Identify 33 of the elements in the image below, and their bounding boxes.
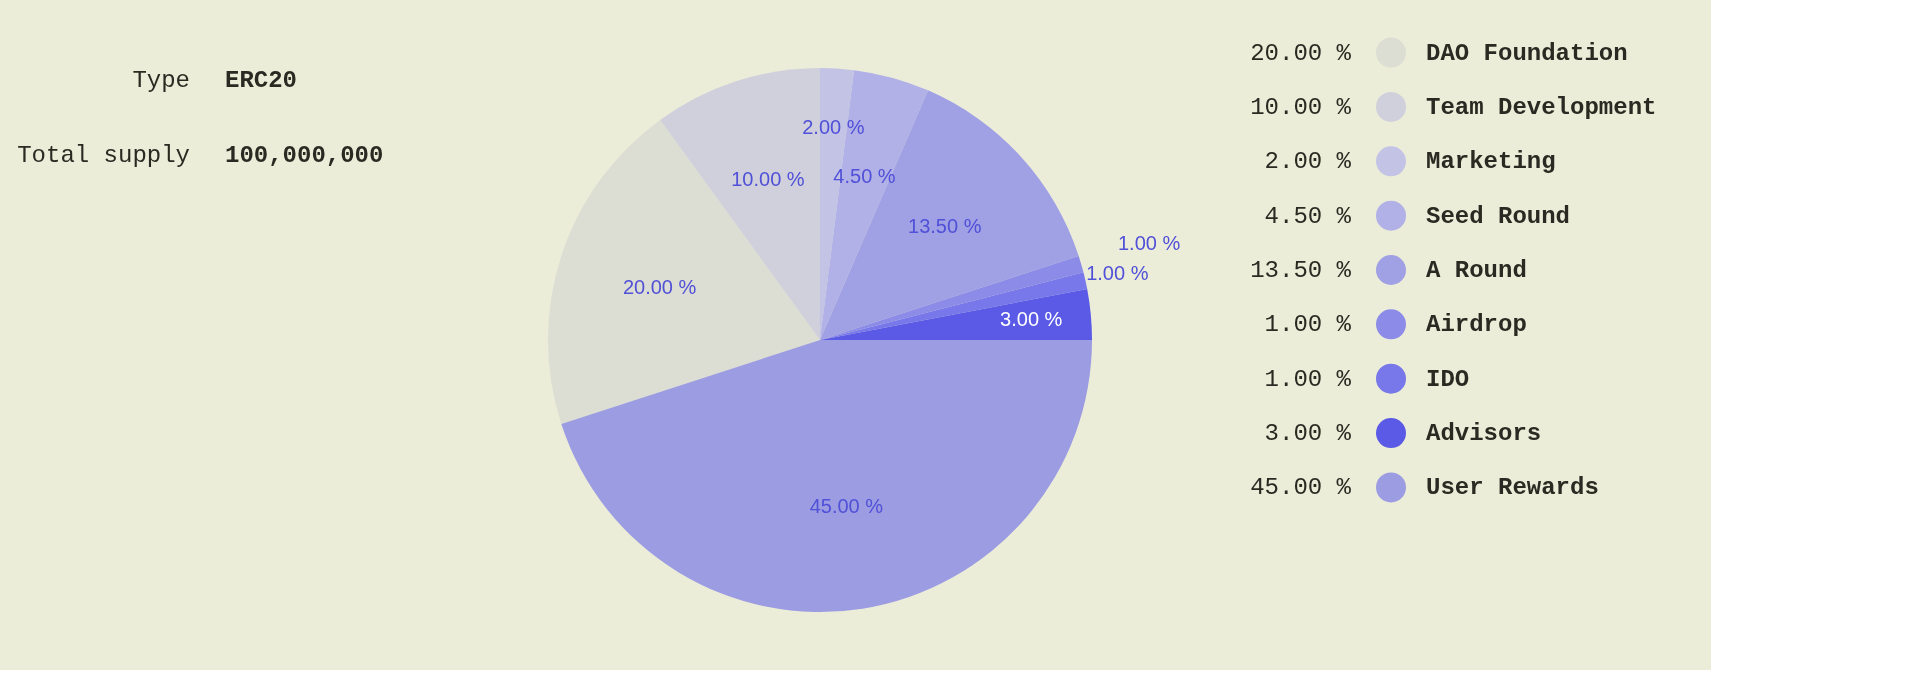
data-label: 1.00 % bbox=[1117, 232, 1181, 255]
text: ERC20 bbox=[225, 67, 298, 94]
data-label: 4.50 % bbox=[833, 165, 896, 188]
text: 1.00 % bbox=[1264, 311, 1351, 339]
text: 2.00 % bbox=[1264, 148, 1351, 176]
legend-label: User Rewards bbox=[1426, 474, 1599, 502]
text: 20.00 % bbox=[1250, 39, 1351, 67]
legend-label: Seed Round bbox=[1426, 202, 1571, 230]
data-label: 20.00 % bbox=[622, 275, 697, 298]
text: 100,000,000 bbox=[225, 142, 384, 169]
data-label: 2.00 % bbox=[802, 116, 865, 139]
text: 45.00 % bbox=[1250, 474, 1351, 502]
text: Total supply bbox=[17, 142, 190, 169]
text: 10.00 % bbox=[1250, 93, 1351, 121]
data-label: 3.00 % bbox=[1000, 308, 1063, 331]
legend-label: Airdrop bbox=[1426, 311, 1527, 339]
text: 4.50 % bbox=[1264, 202, 1351, 230]
text: 13.50 % bbox=[1250, 257, 1351, 284]
text: Type bbox=[132, 67, 190, 94]
legend-label: Marketing bbox=[1426, 148, 1556, 176]
data-label: 1.00 % bbox=[1086, 261, 1149, 284]
data-label: 45.00 % bbox=[809, 494, 884, 517]
legend-label: IDO bbox=[1426, 365, 1470, 393]
legend-label: Advisors bbox=[1426, 420, 1542, 448]
text: 3.00 % bbox=[1264, 420, 1351, 448]
text: 1.00 % bbox=[1264, 365, 1351, 393]
data-label: 10.00 % bbox=[731, 167, 805, 190]
legend-label: A Round bbox=[1426, 257, 1527, 284]
pie-slice bbox=[820, 289, 1092, 340]
legend-label: Team Development bbox=[1426, 93, 1657, 121]
pie-slice bbox=[820, 272, 1088, 340]
legend-label: DAO Foundation bbox=[1426, 39, 1628, 67]
data-label: 13.50 % bbox=[908, 214, 982, 237]
